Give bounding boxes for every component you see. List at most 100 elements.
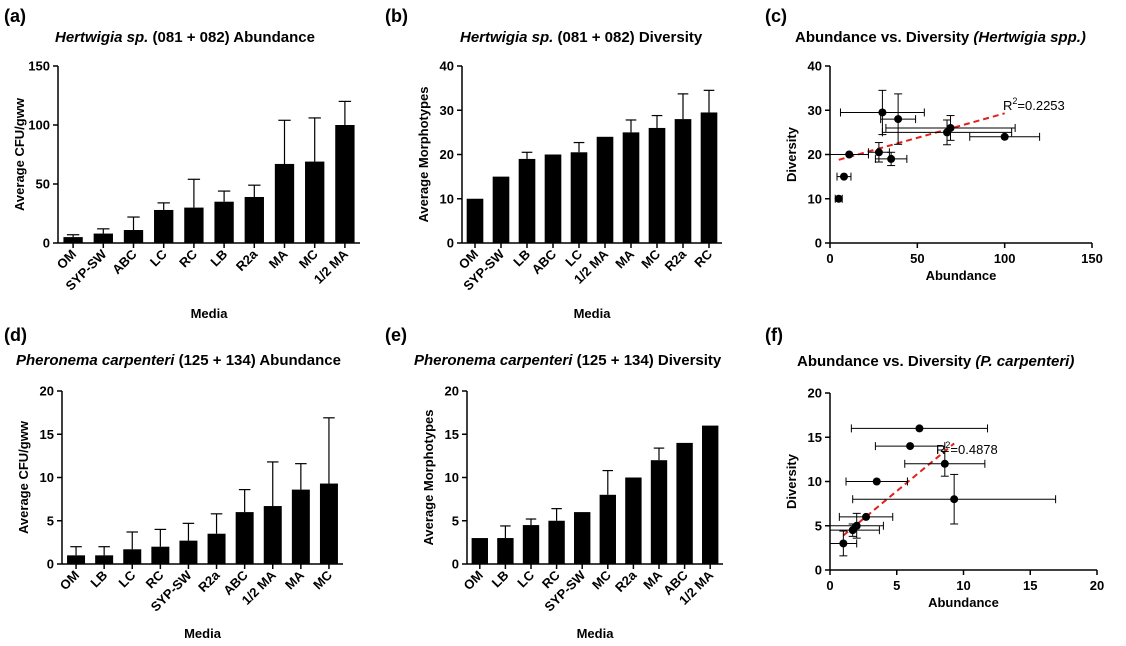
panel-d-y-tick-label: 0 xyxy=(47,557,54,572)
panel-f-r2-symbol: R xyxy=(936,442,945,457)
panel-a-x-tick-label: MA xyxy=(266,246,291,271)
panel-d-bar xyxy=(291,489,310,564)
panel-b-bar xyxy=(674,119,692,243)
panel-f-x-tick-label: 20 xyxy=(1090,578,1104,593)
panel-d-bar xyxy=(263,506,282,564)
panel-e-bar xyxy=(548,520,565,564)
panel-f-r2-value: =0.4878 xyxy=(950,442,997,457)
panel-b-bar xyxy=(622,132,640,243)
panel-e-title: Pheronema carpenteri (125 + 134) Diversi… xyxy=(414,352,721,369)
panel-f-x-tick-label: 0 xyxy=(826,578,833,593)
panel-c-x-tick-label: 100 xyxy=(994,251,1016,266)
panel-b-title-species: Hertwigia sp. xyxy=(460,29,554,46)
panel-b-bar xyxy=(596,136,614,243)
panel-f-r2-exponent: 2 xyxy=(945,440,950,450)
panel-e-bar xyxy=(599,494,616,564)
panel-a-x-tick-label: OM xyxy=(54,247,79,272)
panel-a-bar xyxy=(305,161,325,243)
panel-f-data-point xyxy=(839,539,848,548)
panel-e-x-axis-label: Media xyxy=(577,626,615,641)
panel-e-bar xyxy=(574,512,591,564)
panel-d-bar xyxy=(95,555,114,564)
panel-f-y-tick-label: 20 xyxy=(808,386,822,401)
panel-c-trendline xyxy=(838,112,1005,161)
panel-c-y-tick-label: 0 xyxy=(815,236,822,251)
panel-f-title: Abundance vs. Diversity (P. carpenteri) xyxy=(797,353,1074,370)
panel-d-x-tick-label: MC xyxy=(310,567,335,592)
panel-a-bar xyxy=(123,230,144,243)
panel-f-y-tick-label: 5 xyxy=(815,518,822,533)
panel-a-x-tick-label: RC xyxy=(176,246,200,270)
panel-c-r2-symbol: R xyxy=(1003,98,1012,113)
panel-d-letter: (d) xyxy=(4,325,27,345)
panel-b-y-tick-label: 40 xyxy=(440,59,454,74)
panel-f-trendline xyxy=(842,442,955,537)
panel-b-bar xyxy=(570,152,588,243)
panel-f-plot: 0 5 10 15 20 Diversity 0 5 10 15 20 Abundance R2=0.4… xyxy=(784,386,1104,611)
panel-a-x-tick-label: LB xyxy=(207,247,230,270)
panel-c-data-point xyxy=(874,148,883,157)
panel-b-y-tick-label: 30 xyxy=(440,103,454,118)
panel-e-bar xyxy=(650,460,668,564)
panel-e-y-tick-label: 10 xyxy=(445,470,459,485)
panel-d-bar xyxy=(235,512,254,564)
panel-d-y-tick-label: 15 xyxy=(40,427,54,442)
panel-e-title-species: Pheronema carpenteri xyxy=(414,352,573,369)
panel-d-x-tick-label: OM xyxy=(57,568,82,593)
panel-c-x-axis-label: Abundance xyxy=(926,268,997,283)
panel-d-x-tick-label: R2a xyxy=(195,567,223,595)
panel-f-letter: (f) xyxy=(765,325,783,345)
panel-c-data-point xyxy=(946,123,955,132)
panel-d-bar xyxy=(319,483,338,564)
panel-a-y-tick-label: 150 xyxy=(28,59,50,74)
panel-a-bar xyxy=(93,233,113,243)
panel-b-bar xyxy=(492,176,510,243)
panel-f-x-tick-label: 5 xyxy=(893,578,900,593)
panel-b-y-tick-label: 10 xyxy=(440,191,454,206)
panel-a-letter: (a) xyxy=(4,6,26,26)
panel-e-bar xyxy=(497,538,514,564)
panel-e-bar xyxy=(702,425,719,564)
panel-f-data-point xyxy=(915,424,924,433)
panel-d-y-tick-label: 20 xyxy=(40,384,54,399)
panel-c-data-point xyxy=(1000,132,1009,141)
panel-a-x-tick-label: MC xyxy=(296,246,321,271)
panel-f-y-axis-label: Diversity xyxy=(784,453,799,509)
panel-c-letter: (c) xyxy=(765,6,787,26)
panel-e-letter: (e) xyxy=(385,325,407,345)
panel-b-title: Hertwigia sp. (081 + 082) Diversity xyxy=(460,29,702,46)
panel-f-data-point xyxy=(852,521,861,530)
panel-a-bar xyxy=(335,125,355,243)
panel-a-bar xyxy=(154,209,174,243)
panel-a-bar xyxy=(63,237,83,243)
panel-d-bar xyxy=(123,549,142,564)
panel-b-x-tick-label: RC xyxy=(691,246,715,270)
panel-c-data-point xyxy=(839,172,848,181)
panel-c-plot: 0 10 20 30 40 Diversity 0 50 100 150 Abundance R2=0… xyxy=(784,59,1103,284)
panel-a-y-axis-label: Average CFU/gww xyxy=(12,97,27,211)
panel-d-title: Pheronema carpenteri (125 + 134) Abundan… xyxy=(16,352,341,369)
panel-b-x-tick-label: MC xyxy=(638,246,663,271)
panel-e-x-tick-label: MC xyxy=(589,567,614,592)
panel-b-y-tick-label: 20 xyxy=(440,147,454,162)
panel-d-y-axis-label: Average CFU/gww xyxy=(16,420,31,534)
panel-c-r2-annotation: R2=0.2253 xyxy=(1003,96,1065,113)
panel-c-title-text: Abundance vs. Diversity xyxy=(795,29,974,46)
panel-b-y-axis-label: Average Morphotypes xyxy=(416,86,431,222)
panel-f-y-tick-label: 15 xyxy=(808,430,822,445)
panel-c-title: Abundance vs. Diversity (Hertwigia spp.) xyxy=(795,29,1086,46)
panel-a-x-tick-label: 1/2 MA xyxy=(311,246,352,287)
panel-b-bar xyxy=(466,198,484,243)
panel-c-title-species: (Hertwigia spp.) xyxy=(973,29,1086,46)
panel-a-x-tick-label: R2a xyxy=(233,246,261,274)
panel-f-data-point xyxy=(862,512,871,521)
panel-e-x-tick-label: LC xyxy=(514,567,537,590)
panel-b-x-tick-label: MA xyxy=(612,246,637,271)
panel-c-y-tick-label: 40 xyxy=(808,59,822,74)
panel-f-x-tick-label: 10 xyxy=(956,578,970,593)
panel-c-x-tick-label: 0 xyxy=(826,251,833,266)
